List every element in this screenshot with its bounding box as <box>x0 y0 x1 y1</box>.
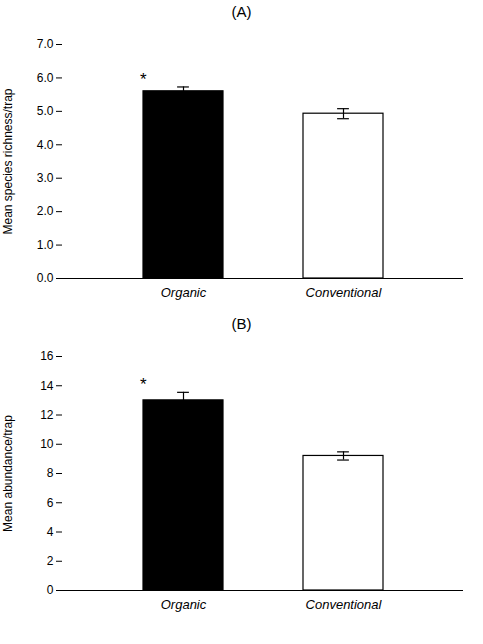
svg-text:*: * <box>140 70 147 89</box>
svg-text:16: 16 <box>40 349 54 363</box>
svg-text:7.0: 7.0 <box>37 37 54 51</box>
svg-text:Organic: Organic <box>161 285 207 300</box>
svg-text:*: * <box>140 375 147 394</box>
svg-text:2: 2 <box>47 554 54 568</box>
svg-text:4: 4 <box>47 525 54 539</box>
svg-text:Conventional: Conventional <box>306 597 383 612</box>
svg-text:0.0: 0.0 <box>37 271 54 285</box>
svg-text:Conventional: Conventional <box>306 285 383 300</box>
svg-text:14: 14 <box>40 379 54 393</box>
svg-text:5.0: 5.0 <box>37 104 54 118</box>
svg-text:10: 10 <box>40 437 54 451</box>
svg-text:Organic: Organic <box>161 597 207 612</box>
svg-text:12: 12 <box>40 408 54 422</box>
svg-text:Mean abundance/trap: Mean abundance/trap <box>1 415 15 532</box>
svg-text:3.0: 3.0 <box>37 171 54 185</box>
svg-text:6.0: 6.0 <box>37 71 54 85</box>
svg-text:4.0: 4.0 <box>37 138 54 152</box>
svg-text:2.0: 2.0 <box>37 204 54 218</box>
svg-text:Mean species richness/trap: Mean species richness/trap <box>1 88 15 234</box>
html-text:(A): (A) <box>231 3 252 20</box>
svg-text:6: 6 <box>47 496 54 510</box>
html-text:(B): (B) <box>231 315 252 332</box>
svg-text:1.0: 1.0 <box>37 238 54 252</box>
svg-text:0: 0 <box>47 583 54 597</box>
svg-text:8: 8 <box>47 466 54 480</box>
